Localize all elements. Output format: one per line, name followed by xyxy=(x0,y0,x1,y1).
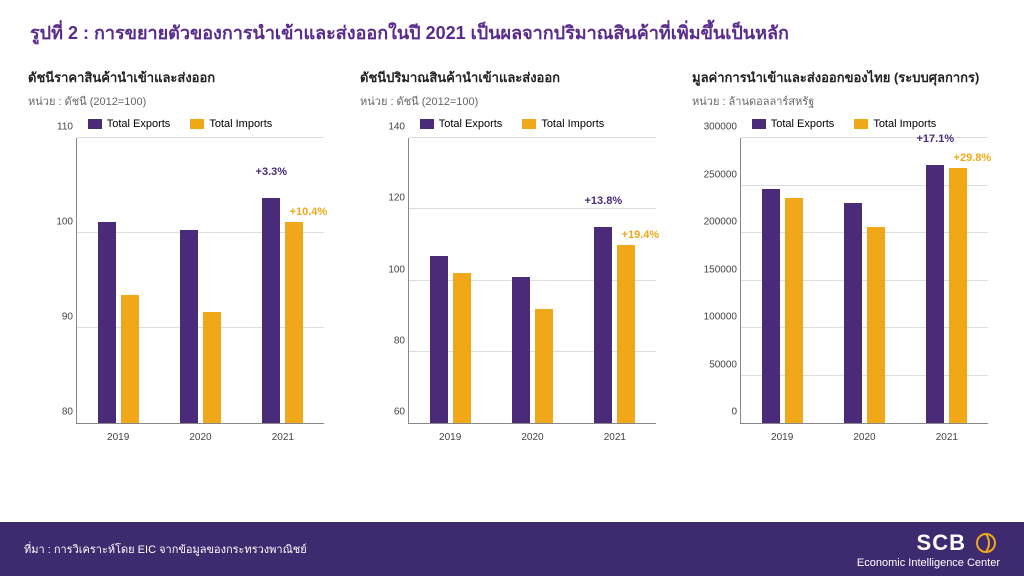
pct-label-exports: +3.3% xyxy=(256,166,288,178)
ytick: 50000 xyxy=(697,359,737,370)
pct-label-imports: +10.4% xyxy=(290,206,328,218)
ytick: 110 xyxy=(33,122,73,133)
ytick: 150000 xyxy=(697,264,737,275)
ytick: 140 xyxy=(365,122,405,133)
chart-title-0: ดัชนีราคาสินค้านำเข้าและส่งออก xyxy=(28,67,332,88)
bar-imports xyxy=(285,222,303,423)
pct-label-imports: +29.8% xyxy=(954,152,992,164)
bar-exports xyxy=(762,189,780,423)
scb-logo-icon xyxy=(972,529,1000,557)
chart-panel-0: ดัชนีราคาสินค้านำเข้าและส่งออก หน่วย : ด… xyxy=(20,57,340,517)
ytick: 120 xyxy=(365,193,405,204)
plot-2: 0500001000001500002000002500003000002019… xyxy=(692,138,996,448)
pct-label-exports: +13.8% xyxy=(584,195,622,207)
xtick: 2019 xyxy=(107,432,129,443)
footer-logo: SCB Economic Intelligence Center xyxy=(857,529,1000,569)
bar-imports xyxy=(535,309,553,423)
ytick: 250000 xyxy=(697,169,737,180)
ytick: 90 xyxy=(33,312,73,323)
xtick: 2019 xyxy=(771,432,793,443)
chart-unit-0: หน่วย : ดัชนี (2012=100) xyxy=(28,92,332,110)
bar-exports xyxy=(180,230,198,423)
bar-imports xyxy=(453,273,471,423)
bar-exports xyxy=(512,277,530,423)
charts-row: ดัชนีราคาสินค้านำเข้าและส่งออก หน่วย : ด… xyxy=(0,57,1024,517)
bar-imports xyxy=(867,227,885,423)
scb-logo-sub: Economic Intelligence Center xyxy=(857,557,1000,569)
ytick: 200000 xyxy=(697,217,737,228)
ytick: 60 xyxy=(365,407,405,418)
plot-1: 6080100120140201920202021+13.8%+19.4% xyxy=(360,138,664,448)
pct-label-imports: +19.4% xyxy=(622,229,660,241)
chart-unit-2: หน่วย : ล้านดอลลาร์สหรัฐ xyxy=(692,92,996,110)
xtick: 2020 xyxy=(189,432,211,443)
bar-exports xyxy=(430,256,448,423)
ytick: 80 xyxy=(365,335,405,346)
bar-exports xyxy=(926,165,944,423)
bar-imports xyxy=(617,245,635,423)
bar-exports xyxy=(594,227,612,423)
chart-panel-1: ดัชนีปริมาณสินค้านำเข้าและส่งออก หน่วย :… xyxy=(352,57,672,517)
legend-swatch-exports xyxy=(88,119,102,129)
ytick: 100 xyxy=(365,264,405,275)
xtick: 2019 xyxy=(439,432,461,443)
chart-title-1: ดัชนีปริมาณสินค้านำเข้าและส่งออก xyxy=(360,67,664,88)
ytick: 100 xyxy=(33,217,73,228)
ytick: 0 xyxy=(697,407,737,418)
pct-label-exports: +17.1% xyxy=(916,133,954,145)
xtick: 2021 xyxy=(936,432,958,443)
plot-0: 8090100110201920202021+3.3%+10.4% xyxy=(28,138,332,448)
ytick: 300000 xyxy=(697,122,737,133)
footer: ที่มา : การวิเคราะห์โดย EIC จากข้อมูลของ… xyxy=(0,522,1024,576)
footer-source: ที่มา : การวิเคราะห์โดย EIC จากข้อมูลของ… xyxy=(24,540,307,558)
bar-exports xyxy=(262,198,280,423)
scb-logo-text: SCB xyxy=(917,530,966,556)
legend-2: Total Exports Total Imports xyxy=(692,118,996,130)
bar-imports xyxy=(949,168,967,423)
legend-1: Total Exports Total Imports xyxy=(360,118,664,130)
legend-swatch-imports xyxy=(190,119,204,129)
ytick: 100000 xyxy=(697,312,737,323)
legend-swatch-imports xyxy=(854,119,868,129)
main-title: รูปที่ 2 : การขยายตัวของการนำเข้าและส่งอ… xyxy=(0,0,1024,57)
bar-imports xyxy=(121,295,139,423)
xtick: 2021 xyxy=(272,432,294,443)
xtick: 2020 xyxy=(521,432,543,443)
bar-exports xyxy=(98,222,116,423)
bar-imports xyxy=(785,198,803,423)
xtick: 2021 xyxy=(604,432,626,443)
legend-swatch-exports xyxy=(420,119,434,129)
chart-unit-1: หน่วย : ดัชนี (2012=100) xyxy=(360,92,664,110)
legend-0: Total Exports Total Imports xyxy=(28,118,332,130)
bar-exports xyxy=(844,203,862,423)
chart-panel-2: มูลค่าการนำเข้าและส่งออกของไทย (ระบบศุลก… xyxy=(684,57,1004,517)
xtick: 2020 xyxy=(853,432,875,443)
legend-swatch-imports xyxy=(522,119,536,129)
ytick: 80 xyxy=(33,407,73,418)
bar-imports xyxy=(203,312,221,423)
legend-swatch-exports xyxy=(752,119,766,129)
chart-title-2: มูลค่าการนำเข้าและส่งออกของไทย (ระบบศุลก… xyxy=(692,67,996,88)
